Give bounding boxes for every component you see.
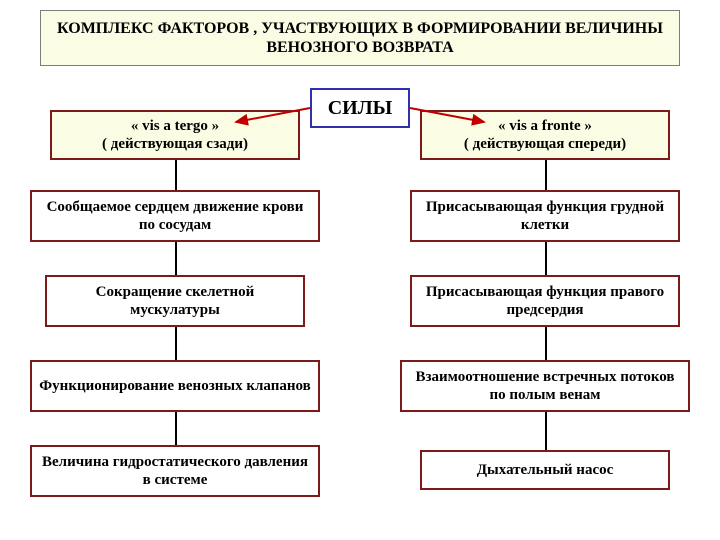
vis-a-tergo-label: « vis a tergo »: [102, 117, 248, 135]
vis-a-fronte-label: « vis a fronte »: [464, 117, 626, 135]
connector-6: [545, 327, 547, 360]
left-item-3: Величина гидростатического давления в си…: [30, 445, 320, 497]
connector-5: [545, 242, 547, 275]
vis-a-fronte-subtitle: ( действующая спереди): [464, 135, 626, 153]
right-item-3: Дыхательный насос: [420, 450, 670, 490]
left-column-header: « vis a tergo » ( действующая сзади): [50, 110, 300, 160]
left-item-0: Сообщаемое сердцем движение крови по сос…: [30, 190, 320, 242]
connector-7: [545, 412, 547, 450]
right-item-0: Присасывающая функция грудной клетки: [410, 190, 680, 242]
forces-label: СИЛЫ: [310, 88, 410, 128]
right-item-1: Присасывающая функция правого предсердия: [410, 275, 680, 327]
connector-1: [175, 242, 177, 275]
left-item-1: Сокращение скелетной мускулатуры: [45, 275, 305, 327]
connector-3: [175, 412, 177, 445]
connector-0: [175, 160, 177, 190]
vis-a-tergo-subtitle: ( действующая сзади): [102, 135, 248, 153]
connector-4: [545, 160, 547, 190]
right-column-header: « vis a fronte » ( действующая спереди): [420, 110, 670, 160]
connector-2: [175, 327, 177, 360]
diagram-title: КОМПЛЕКС ФАКТОРОВ , УЧАСТВУЮЩИХ В ФОРМИР…: [40, 10, 680, 66]
right-item-2: Взаимоотношение встречных потоков по пол…: [400, 360, 690, 412]
left-item-2: Функционирование венозных клапанов: [30, 360, 320, 412]
